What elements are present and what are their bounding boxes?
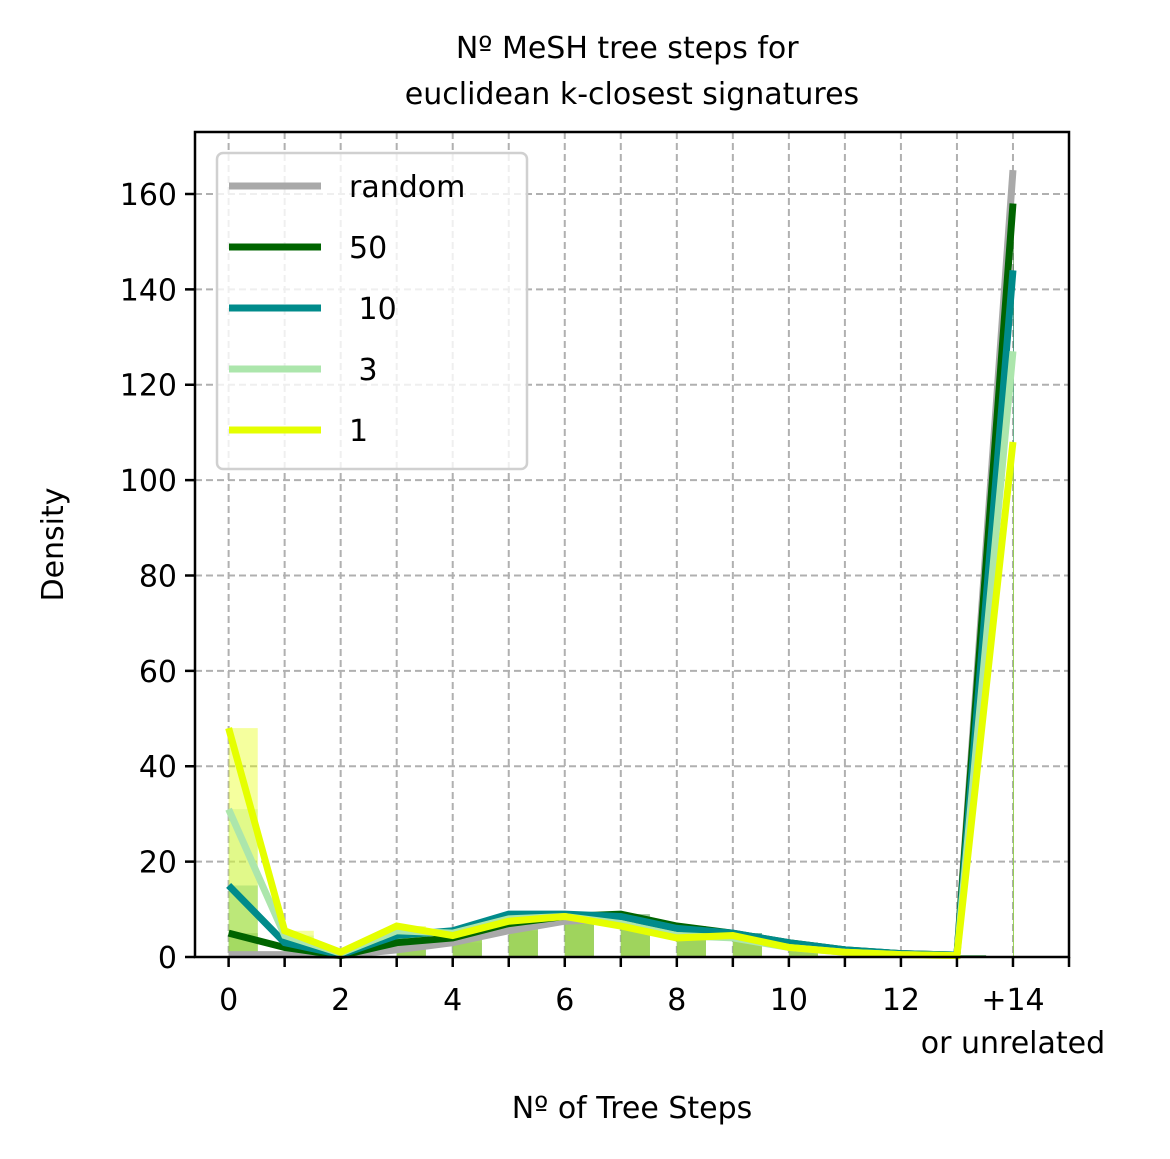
series-line-5 xyxy=(225,441,1017,960)
y-tick-label: 120 xyxy=(120,369,177,404)
axis-ticks: 0 2 4 6 8 10 12 +14 or unrelated 0 20 40 60 80 100 120 1… xyxy=(120,178,1105,1061)
y-tick-label: 20 xyxy=(139,846,177,881)
histogram-bar xyxy=(788,947,819,957)
y-tick-label: 160 xyxy=(120,178,177,213)
x-tick-label: +14 or unrelated xyxy=(921,983,1105,1061)
x-tick-label: 10 xyxy=(770,983,808,1018)
legend-label-3: 10 xyxy=(349,292,397,327)
legend-label-2: 50 xyxy=(349,231,387,266)
x-tick-label: 0 xyxy=(219,983,238,1018)
y-tick-label: 40 xyxy=(139,750,177,785)
histogram-bar xyxy=(508,930,538,957)
plot-frame xyxy=(193,130,1071,959)
legend-label-4: 3 xyxy=(349,353,378,388)
legend: random 50 10 3 1 xyxy=(215,151,529,471)
y-axis-label: Density xyxy=(36,487,71,601)
histogram-bar xyxy=(1012,203,1014,957)
x-tick-label: 2 xyxy=(331,983,350,1018)
histogram-bar xyxy=(676,937,706,957)
x-tick-label: 12 xyxy=(882,983,920,1018)
histogram-bar xyxy=(1012,270,1014,957)
y-tick-label: 140 xyxy=(120,273,177,308)
histogram-bar xyxy=(1012,170,1014,958)
chart-title: Nº MeSH tree steps for euclidean k-close… xyxy=(405,31,859,112)
histogram-bar xyxy=(1012,441,1014,958)
y-tick-label: 60 xyxy=(139,655,177,690)
histogram-bar xyxy=(452,942,482,957)
y-tick-label: 80 xyxy=(139,559,177,594)
histogram-bar xyxy=(1012,351,1014,958)
x-axis-label: Nº of Tree Steps xyxy=(512,1091,753,1126)
legend-frame xyxy=(215,151,529,471)
x-tick-label: 6 xyxy=(555,983,574,1018)
legend-label-5: 1 xyxy=(349,414,368,449)
legend-label-1: random xyxy=(349,170,465,205)
y-tick-label: 100 xyxy=(120,464,177,499)
x-tick-label: 8 xyxy=(667,983,686,1018)
x-tick-label: 4 xyxy=(443,983,462,1018)
y-tick-label: 0 xyxy=(158,941,177,976)
histogram-bar xyxy=(564,921,594,957)
series-lines xyxy=(225,169,1017,960)
histogram-bar xyxy=(788,947,819,957)
histogram-bar xyxy=(396,949,426,957)
